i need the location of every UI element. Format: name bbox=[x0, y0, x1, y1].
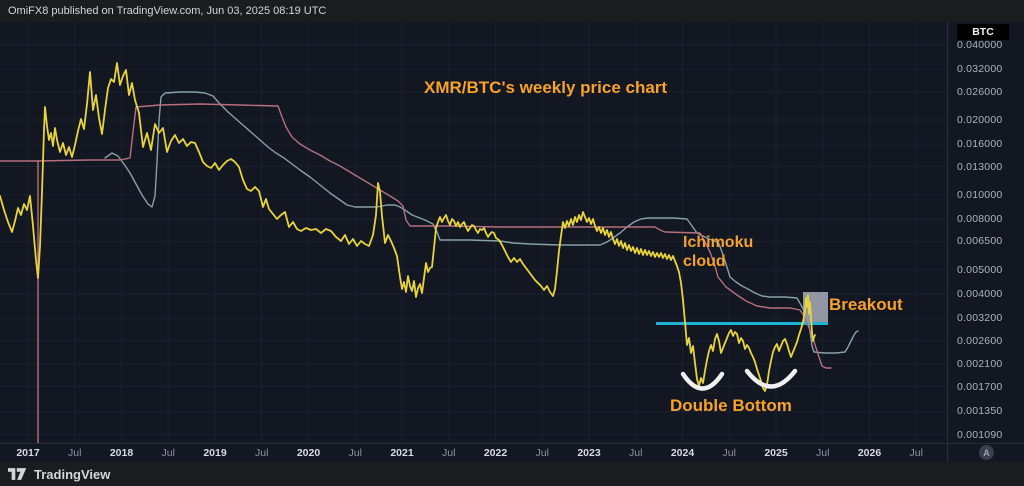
chart-background bbox=[0, 22, 1024, 462]
time-axis-label: 2020 bbox=[296, 447, 321, 459]
price-axis-label: 0.001350 bbox=[957, 405, 1003, 418]
time-axis-label: 2018 bbox=[109, 447, 134, 459]
series-ichimoku-span-lead-b-[interactable] bbox=[104, 91, 859, 354]
time-axis-label: 2024 bbox=[670, 447, 695, 459]
time-axis-label: Jul bbox=[535, 447, 549, 459]
price-axis-label: 0.006500 bbox=[957, 235, 1003, 248]
time-axis-label: 2021 bbox=[390, 447, 414, 459]
footer-bar: TradingView bbox=[0, 462, 1024, 486]
price-axis-label: 0.001700 bbox=[957, 380, 1003, 393]
time-axis-label: Jul bbox=[348, 447, 362, 459]
attribution-bar: OmiFX8 published on TradingView.com, Jun… bbox=[0, 0, 1024, 22]
double-bottom-arc[interactable] bbox=[744, 368, 798, 389]
price-axis-label: 0.008000 bbox=[957, 213, 1003, 226]
attribution-text: OmiFX8 published on TradingView.com, Jun… bbox=[8, 5, 327, 17]
time-axis-label: Jul bbox=[909, 447, 923, 459]
axis-corner-cell: A bbox=[947, 443, 1024, 462]
time-axis-label: Jul bbox=[816, 447, 830, 459]
time-axis-label: 2022 bbox=[483, 447, 508, 459]
price-axis[interactable]: BTC 0.040000 0.032000 0.026000 0.020000 0.01… bbox=[947, 22, 1024, 443]
price-axis-label: 0.013000 bbox=[957, 160, 1003, 173]
time-axis-label: Jul bbox=[629, 447, 643, 459]
annotation-double-bottom[interactable]: Double Bottom bbox=[670, 396, 792, 415]
annotation-ichimoku-line1: Ichimoku bbox=[683, 234, 754, 251]
time-axis-label: 2019 bbox=[203, 447, 227, 459]
time-axis-label: 2026 bbox=[857, 447, 882, 459]
time-axis-label: 2025 bbox=[764, 447, 788, 459]
price-axis-label: 0.001090 bbox=[957, 428, 1003, 441]
series-xmr-btc-weekly-close[interactable] bbox=[0, 62, 816, 392]
price-axis-label: 0.040000 bbox=[957, 39, 1003, 51]
annotation-ichimoku-cloud[interactable]: Ichimoku cloud bbox=[683, 233, 753, 271]
time-axis-label: Jul bbox=[722, 447, 736, 459]
price-axis-label: 0.020000 bbox=[957, 113, 1003, 126]
price-axis-label: 0.003200 bbox=[957, 312, 1003, 325]
time-axis-label: Jul bbox=[161, 447, 175, 459]
series-group bbox=[0, 62, 859, 443]
price-axis-label: 0.032000 bbox=[957, 63, 1003, 76]
tradingview-brand-text[interactable]: TradingView bbox=[34, 466, 111, 482]
price-axis-label: 0.004000 bbox=[957, 288, 1003, 300]
price-axis-label: 0.002600 bbox=[957, 334, 1003, 347]
annotation-breakout[interactable]: Breakout bbox=[829, 295, 903, 314]
price-axis-label: 0.010000 bbox=[957, 188, 1003, 201]
time-axis-label: 2023 bbox=[577, 447, 601, 459]
tradingview-logo-icon[interactable] bbox=[8, 467, 27, 481]
double-bottom-arc[interactable] bbox=[680, 371, 725, 391]
price-axis-label: 0.005000 bbox=[957, 263, 1003, 276]
price-axis-label: 0.002100 bbox=[957, 357, 1003, 370]
price-axis-label: 0.026000 bbox=[957, 85, 1003, 98]
annotation-chart-title[interactable]: XMR/BTC's weekly price chart bbox=[424, 78, 668, 97]
time-axis-label: Jul bbox=[442, 447, 456, 459]
annotation-ichimoku-line2: cloud bbox=[683, 253, 726, 270]
time-axis-label: Jul bbox=[255, 447, 269, 459]
time-axis-label: Jul bbox=[68, 447, 82, 459]
symbol-badge[interactable]: BTC bbox=[957, 24, 1009, 40]
price-axis-label: 0.016000 bbox=[957, 138, 1003, 151]
time-axis-label: 2017 bbox=[16, 447, 40, 459]
series-ichimoku-span-lead-a-[interactable] bbox=[0, 103, 832, 369]
time-axis[interactable]: 2017 Jul 2018 Jul 2019 Jul 2020 Jul 2021 Jul 2022 J… bbox=[0, 443, 947, 462]
auto-scale-button[interactable]: A bbox=[979, 445, 994, 460]
